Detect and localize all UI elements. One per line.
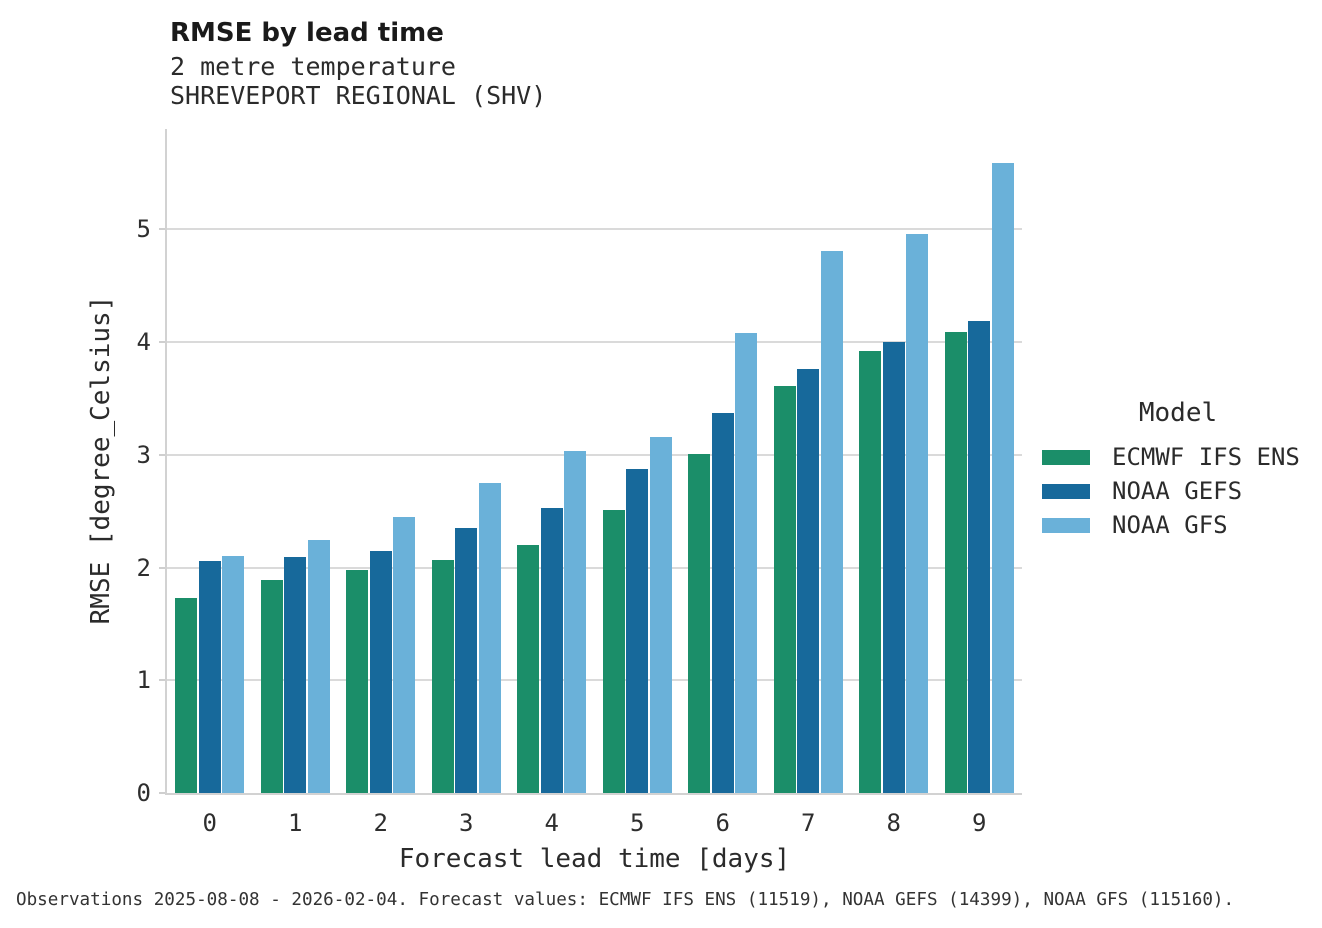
chart-title: RMSE by lead time [170, 18, 444, 48]
chart-subtitle-variable: 2 metre temperature [170, 52, 456, 81]
bar-ecmwf-ifs-ens-lead-0 [175, 597, 198, 793]
bar-noaa-gefs-lead-4 [540, 507, 563, 793]
legend-title: Model [1138, 398, 1218, 428]
x-tick-label: 4 [544, 809, 559, 837]
legend-entry-noaa-gefs: NOAA GEFS [1042, 474, 1314, 508]
bar-noaa-gefs-lead-8 [882, 342, 905, 793]
x-tick-label: 7 [801, 809, 816, 837]
bar-ecmwf-ifs-ens-lead-6 [688, 453, 711, 793]
y-tick-mark [159, 679, 165, 682]
x-tick-label: 1 [288, 809, 303, 837]
bar-noaa-gfs-lead-4 [564, 451, 587, 793]
plot-area: 0 1 2 3 4 5 0 1 2 3 4 5 6 7 8 9 [137, 129, 1022, 837]
bar-noaa-gefs-lead-0 [198, 560, 221, 793]
bar-noaa-gfs-lead-2 [393, 516, 416, 793]
bar-noaa-gfs-lead-9 [991, 162, 1014, 793]
y-tick-label: 5 [136, 215, 151, 244]
x-axis-line [165, 793, 1022, 795]
bar-noaa-gfs-lead-6 [735, 333, 758, 793]
gridline-y-1 [167, 679, 1022, 682]
bar-ecmwf-ifs-ens-lead-2 [346, 569, 369, 793]
y-tick-mark [159, 792, 165, 794]
bar-noaa-gfs-lead-1 [307, 540, 330, 793]
x-tick-label: 9 [972, 809, 987, 837]
y-tick-label: 0 [136, 779, 151, 807]
y-tick-label: 3 [136, 440, 151, 469]
bar-ecmwf-ifs-ens-lead-5 [602, 510, 625, 793]
bar-noaa-gfs-lead-5 [649, 436, 672, 793]
bar-ecmwf-ifs-ens-lead-3 [431, 559, 454, 793]
x-tick-label: 2 [373, 809, 388, 837]
bar-noaa-gfs-lead-8 [906, 233, 929, 793]
footer-note: Observations 2025-08-08 - 2026-02-04. Fo… [16, 890, 1235, 910]
legend: Model ECMWF IFS ENS NOAA GEFS NOAA GFS [1042, 398, 1314, 542]
legend-entry-noaa-gfs: NOAA GFS [1042, 508, 1314, 542]
gridline-y-3 [167, 453, 1022, 456]
legend-swatch [1042, 483, 1090, 499]
bar-ecmwf-ifs-ens-lead-1 [260, 579, 283, 793]
y-tick-label: 4 [136, 328, 151, 357]
bar-noaa-gefs-lead-5 [626, 469, 649, 793]
bar-ecmwf-ifs-ens-lead-8 [859, 351, 882, 793]
gridline-y-2 [167, 566, 1022, 569]
bar-noaa-gefs-lead-2 [369, 550, 392, 793]
y-axis-title: RMSE [degree_Celsius] [86, 295, 116, 625]
x-tick-label: 6 [715, 809, 730, 837]
y-tick-label: 1 [136, 666, 151, 695]
bar-ecmwf-ifs-ens-lead-9 [944, 331, 967, 793]
bar-noaa-gefs-lead-1 [284, 557, 307, 793]
x-tick-label: 3 [459, 809, 474, 837]
bar-noaa-gefs-lead-6 [711, 413, 734, 793]
y-tick-mark [159, 341, 165, 344]
bar-noaa-gfs-lead-3 [478, 482, 501, 793]
x-axis-title: Forecast lead time [days] [398, 844, 791, 874]
legend-label: NOAA GEFS [1112, 477, 1243, 505]
bar-noaa-gefs-lead-9 [968, 320, 991, 793]
x-tick-label: 8 [886, 809, 901, 837]
legend-label: NOAA GFS [1112, 511, 1228, 539]
y-axis-line [165, 129, 167, 793]
bar-noaa-gefs-lead-7 [797, 369, 820, 793]
legend-entry-ecmwf-ifs-ens: ECMWF IFS ENS [1042, 440, 1314, 474]
legend-label: ECMWF IFS ENS [1112, 443, 1300, 471]
bar-noaa-gefs-lead-3 [455, 528, 478, 793]
chart-subtitle-station: SHREVEPORT REGIONAL (SHV) [170, 81, 547, 110]
bar-noaa-gfs-lead-0 [222, 556, 245, 793]
legend-swatch [1042, 449, 1090, 465]
gridline-y-4 [167, 341, 1022, 344]
gridline-y-5 [167, 228, 1022, 231]
x-tick-label: 5 [630, 809, 645, 837]
y-tick-label: 2 [136, 553, 151, 582]
bar-ecmwf-ifs-ens-lead-4 [517, 545, 540, 793]
y-tick-mark [159, 566, 165, 569]
y-tick-mark [159, 453, 165, 456]
bar-ecmwf-ifs-ens-lead-7 [773, 386, 796, 793]
bar-noaa-gfs-lead-7 [820, 250, 843, 793]
legend-swatch [1042, 517, 1090, 533]
y-tick-mark [159, 228, 165, 231]
x-tick-label: 0 [202, 809, 217, 837]
